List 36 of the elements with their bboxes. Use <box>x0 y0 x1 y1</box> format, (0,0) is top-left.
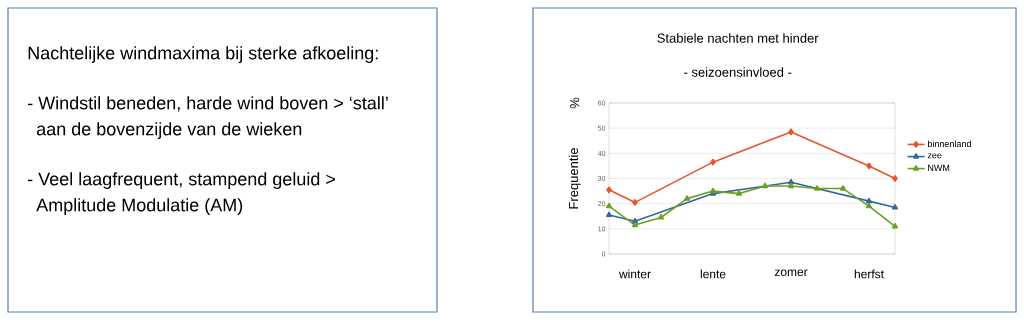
text: - Windstil beneden, harde wind boven > ‘stall’ aan de bovenzijde van de wieken <box>28 96 388 139</box>
point <box>631 221 639 228</box>
legend-label: zee <box>927 153 942 159</box>
point <box>631 217 639 224</box>
legend-label: binnenland <box>927 140 971 148</box>
point <box>866 162 872 170</box>
y-axis-title: Frequentie <box>568 148 581 209</box>
point <box>735 190 743 196</box>
point <box>892 175 898 182</box>
point <box>788 128 794 136</box>
point <box>787 182 795 189</box>
point <box>605 211 613 218</box>
point <box>891 204 899 210</box>
point <box>683 195 691 201</box>
x-tick-label: herfst <box>854 269 884 279</box>
chart-subtitle: - seizoensinvloed - <box>684 67 792 77</box>
point <box>761 182 769 189</box>
text: - Veel laagfrequent, stampend geluid > Amplitude Modulatie (AM) <box>28 172 335 215</box>
point <box>891 222 899 229</box>
x-tick-label: zomer <box>774 269 808 277</box>
text: Nachtelijke windmaxima bij sterke afkoeling: <box>28 46 378 63</box>
text: % <box>570 97 580 109</box>
point <box>865 202 873 209</box>
point <box>605 202 613 209</box>
x-tick-label: winter <box>618 269 651 279</box>
chart-title: Stabiele nachten met hinder <box>657 33 819 43</box>
point <box>839 185 847 191</box>
legend-label: NWM <box>928 164 950 171</box>
point <box>606 186 612 194</box>
point <box>865 197 873 204</box>
x-tick-label: lente <box>700 269 726 279</box>
point <box>657 214 665 220</box>
point <box>632 199 638 206</box>
point <box>787 178 795 185</box>
point <box>710 158 716 166</box>
point <box>813 185 821 191</box>
